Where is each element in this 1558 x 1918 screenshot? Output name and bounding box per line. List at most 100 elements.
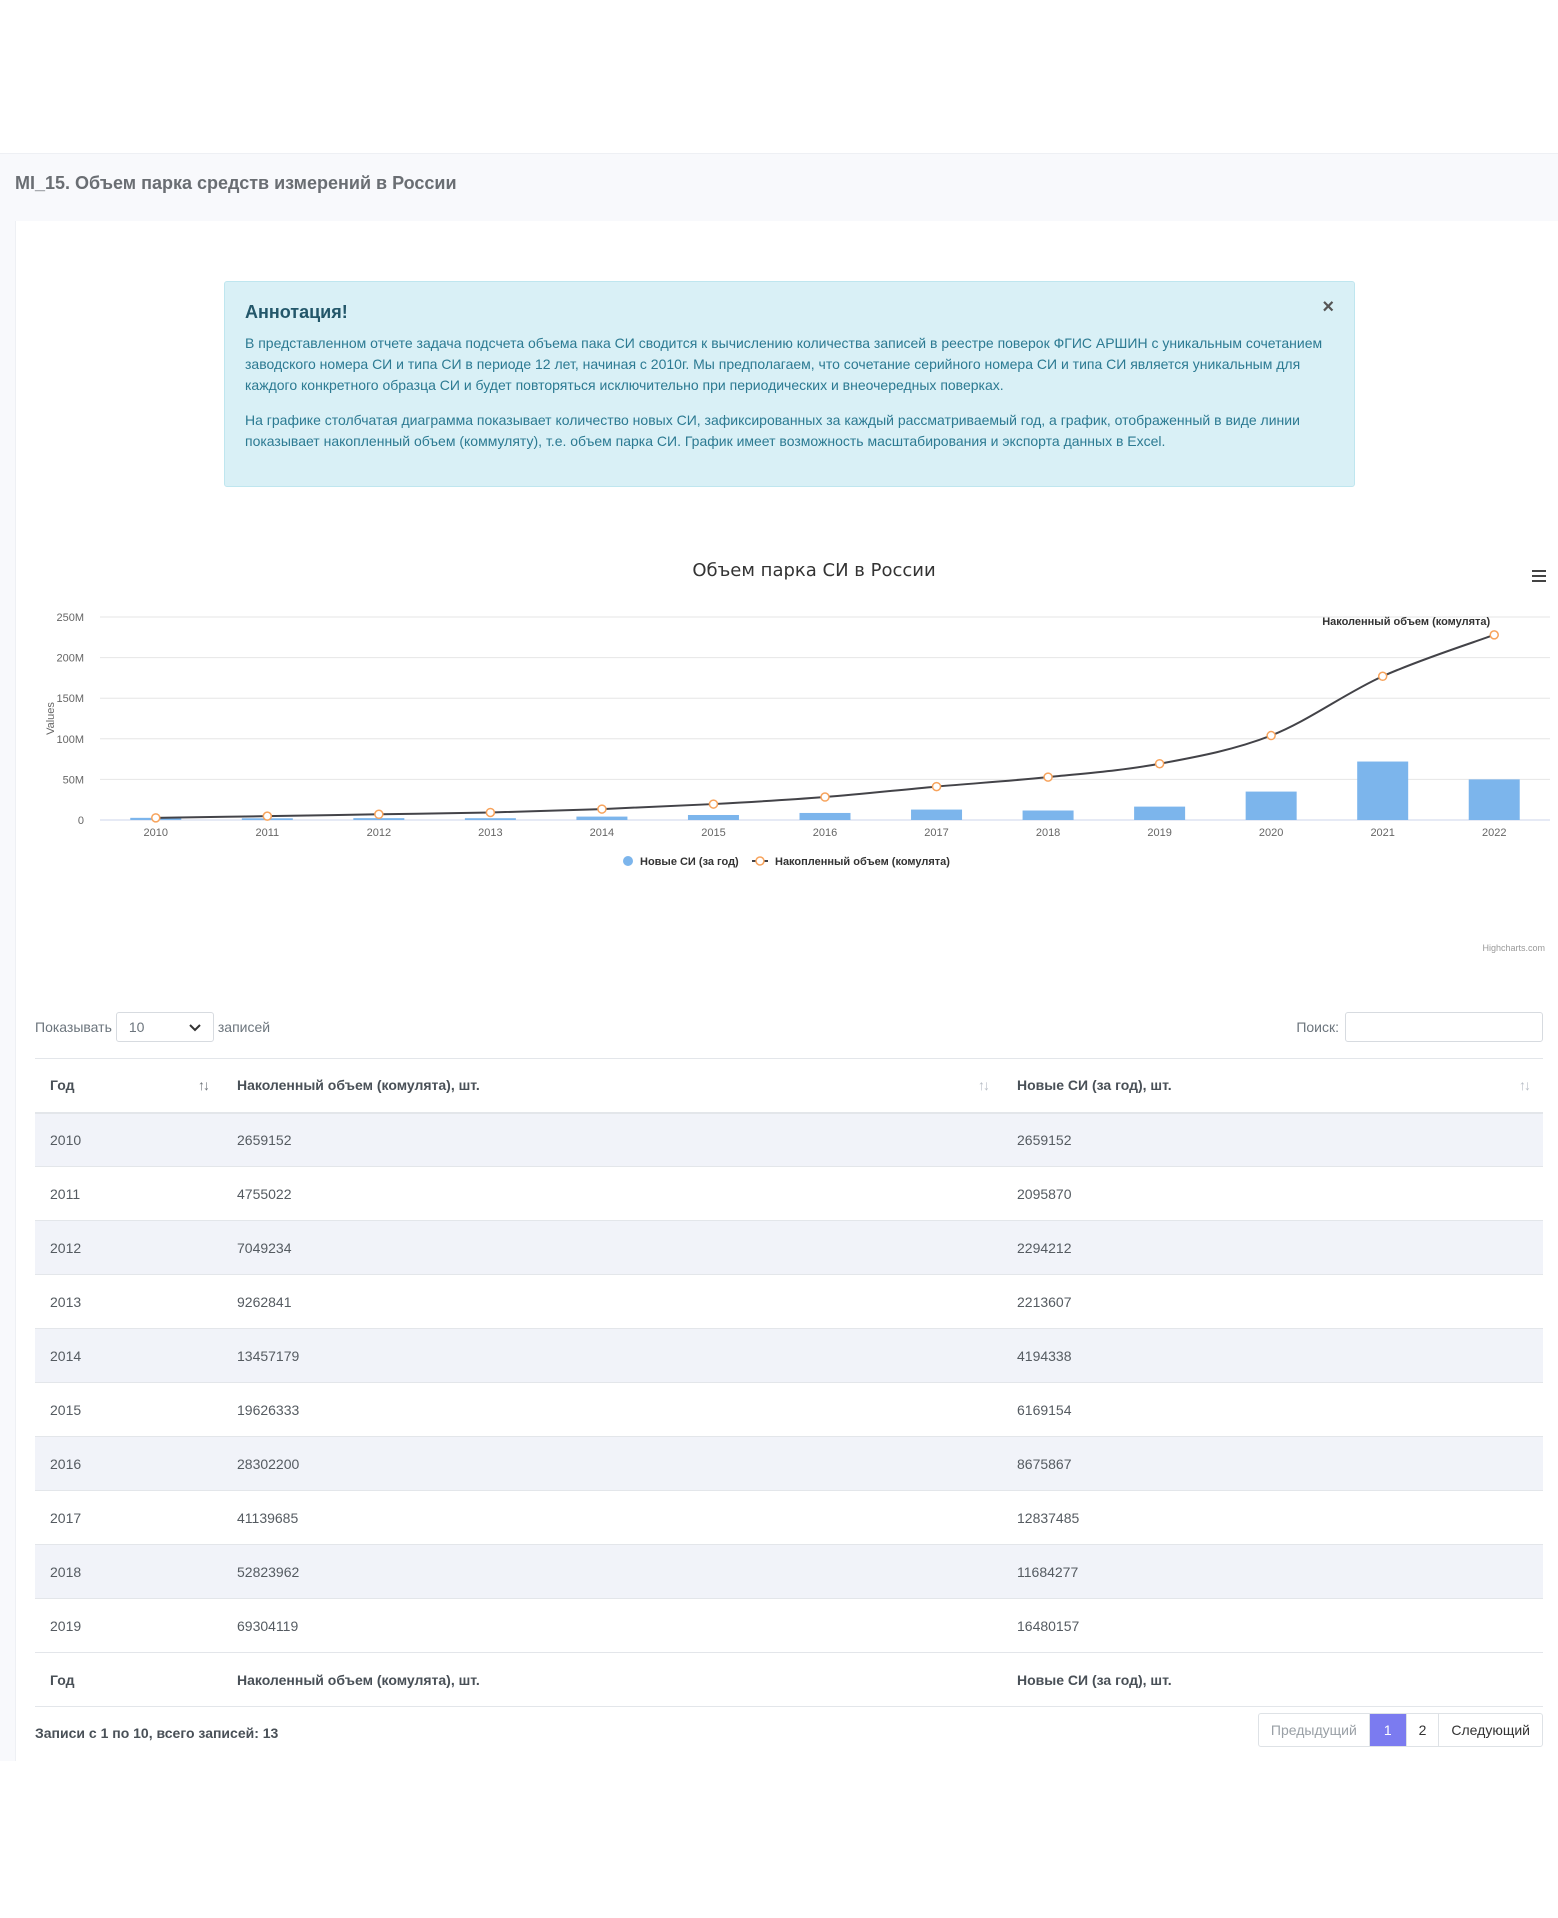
cell-year: 2012 — [35, 1220, 222, 1275]
bar — [1022, 810, 1074, 820]
next-page-button[interactable]: Следующий — [1451, 1722, 1530, 1738]
page-1-button[interactable]: 1 — [1369, 1714, 1407, 1746]
x-tick-label: 2019 — [1147, 827, 1171, 839]
bar — [1468, 779, 1520, 820]
bar — [687, 814, 739, 820]
length-label-post: записей — [217, 1019, 271, 1035]
page-title: MI_15. Объем парка средств измерений в Р… — [15, 173, 457, 193]
page-length-control: Показывать 10 записей — [35, 1012, 270, 1042]
x-tick-label: 2020 — [1259, 827, 1283, 839]
chevron-down-icon — [189, 1019, 201, 1035]
legend-bar-label: Новые СИ (за год) — [640, 856, 739, 868]
page-2-button[interactable]: 2 — [1407, 1714, 1440, 1746]
table-row: 2017 41139685 12837485 — [35, 1490, 1543, 1545]
line-annotation: Наколенный объем (комулята) — [1322, 616, 1490, 628]
cell-new: 4194338 — [1002, 1328, 1543, 1383]
bar — [799, 812, 851, 820]
data-table: Год ↑↓ Наколенный объем (комулята), шт. ↑↓… — [35, 1058, 1543, 1707]
cell-year: 2018 — [35, 1544, 222, 1599]
length-value: 10 — [128, 1019, 145, 1035]
table-row: 2014 13457179 4194338 — [35, 1328, 1543, 1383]
page-length-select[interactable]: 10 — [115, 1012, 214, 1042]
x-tick-label: 2021 — [1370, 827, 1394, 839]
table-header-row: Год ↑↓ Наколенный объем (комулята), шт. ↑↓… — [35, 1058, 1543, 1114]
line-point — [1377, 671, 1388, 682]
line-point — [1043, 772, 1053, 782]
column-header-cumulative[interactable]: Наколенный объем (комулята), шт. ↑↓ — [222, 1058, 1002, 1114]
cell-cumulative: 69304119 — [222, 1598, 1002, 1653]
chart-title: Объем парка СИ в России — [692, 560, 935, 581]
legend-bar-marker — [623, 856, 633, 866]
table-row: 2010 2659152 2659152 — [35, 1112, 1543, 1167]
chart-container: Объем парка СИ в России 0 50M 100M 150M 200M 2… — [40, 550, 1550, 960]
line-point — [262, 811, 273, 821]
bar — [911, 809, 963, 820]
footer-new: Новые СИ (за год), шт. — [1002, 1652, 1543, 1707]
alert-paragraph-2: На графике столбчатая диаграмма показыва… — [245, 412, 1300, 449]
cell-year: 2015 — [35, 1382, 222, 1437]
table-info: Записи с 1 по 10, всего записей: 13 — [35, 1725, 279, 1741]
cell-new: 2213607 — [1002, 1274, 1543, 1329]
line-point — [708, 799, 719, 809]
alert-title: Аннотация! — [245, 302, 348, 322]
cell-cumulative: 7049234 — [222, 1220, 1002, 1275]
y-tick-label: 200M — [56, 653, 84, 665]
cell-year: 2010 — [35, 1112, 222, 1167]
cell-new: 2659152 — [1002, 1112, 1543, 1167]
y-tick-label: 0 — [78, 815, 84, 827]
search-label: Поиск: — [1296, 1019, 1339, 1035]
bar — [464, 818, 516, 820]
close-icon[interactable]: × — [1322, 296, 1334, 318]
x-tick-label: 2010 — [144, 827, 168, 839]
cell-cumulative: 52823962 — [222, 1544, 1002, 1599]
cell-year: 2016 — [35, 1436, 222, 1491]
x-tick-label: 2012 — [367, 827, 391, 839]
pagination: Предыдущий 1 2 Следующий — [1257, 1713, 1543, 1747]
cell-new: 16480157 — [1002, 1598, 1543, 1653]
cell-cumulative: 2659152 — [222, 1112, 1002, 1167]
length-label-pre: Показывать — [35, 1019, 112, 1035]
x-tick-label: 2011 — [255, 827, 279, 839]
cell-year: 2017 — [35, 1490, 222, 1545]
table-row: 2016 28302200 8675867 — [35, 1436, 1543, 1491]
line-point — [151, 813, 161, 823]
sort-asc-icon: ↑↓ — [198, 1077, 210, 1093]
x-tick-label: 2014 — [590, 827, 614, 839]
sort-icon: ↑↓ — [1519, 1077, 1531, 1093]
x-tick-label: 2017 — [924, 827, 948, 839]
x-tick-label: 2013 — [478, 827, 502, 839]
prev-page-button[interactable]: Предыдущий — [1259, 1714, 1370, 1746]
y-tick-label: 250M — [56, 612, 84, 624]
search-control: Поиск: — [1296, 1012, 1543, 1042]
chart-credits: Highcharts.com — [1482, 943, 1545, 953]
cell-year: 2019 — [35, 1598, 222, 1653]
table-row: 2011 4755022 2095870 — [35, 1166, 1543, 1221]
cell-cumulative: 41139685 — [222, 1490, 1002, 1545]
chart-menu-icon[interactable] — [1532, 570, 1546, 585]
legend-line-point — [755, 856, 765, 866]
cell-new: 2095870 — [1002, 1166, 1543, 1221]
x-tick-label: 2018 — [1036, 827, 1060, 839]
cell-new: 11684277 — [1002, 1544, 1543, 1599]
table-row: 2012 7049234 2294212 — [35, 1220, 1543, 1275]
line-point — [931, 781, 942, 792]
page-gutter — [0, 221, 15, 1761]
line-point — [1266, 730, 1276, 741]
x-tick-label: 2015 — [701, 827, 725, 839]
cell-new: 6169154 — [1002, 1382, 1543, 1437]
bar — [1134, 806, 1186, 820]
y-axis-label: Values — [45, 702, 57, 735]
column-header-new[interactable]: Новые СИ (за год), шт. ↑↓ — [1002, 1058, 1543, 1114]
series-line — [155, 633, 1495, 819]
cell-cumulative: 13457179 — [222, 1328, 1002, 1383]
cell-new: 2294212 — [1002, 1220, 1543, 1275]
column-header-year[interactable]: Год ↑↓ — [35, 1058, 222, 1114]
cell-cumulative: 9262841 — [222, 1274, 1002, 1329]
line-point — [485, 807, 496, 818]
bar — [353, 818, 405, 820]
search-input[interactable] — [1345, 1012, 1543, 1042]
cell-year: 2011 — [35, 1166, 222, 1221]
table-footer-row: Год Наколенный объем (комулята), шт. Нов… — [35, 1652, 1543, 1707]
footer-year: Год — [35, 1652, 222, 1707]
footer-cumulative: Наколенный объем (комулята), шт. — [222, 1652, 1002, 1707]
